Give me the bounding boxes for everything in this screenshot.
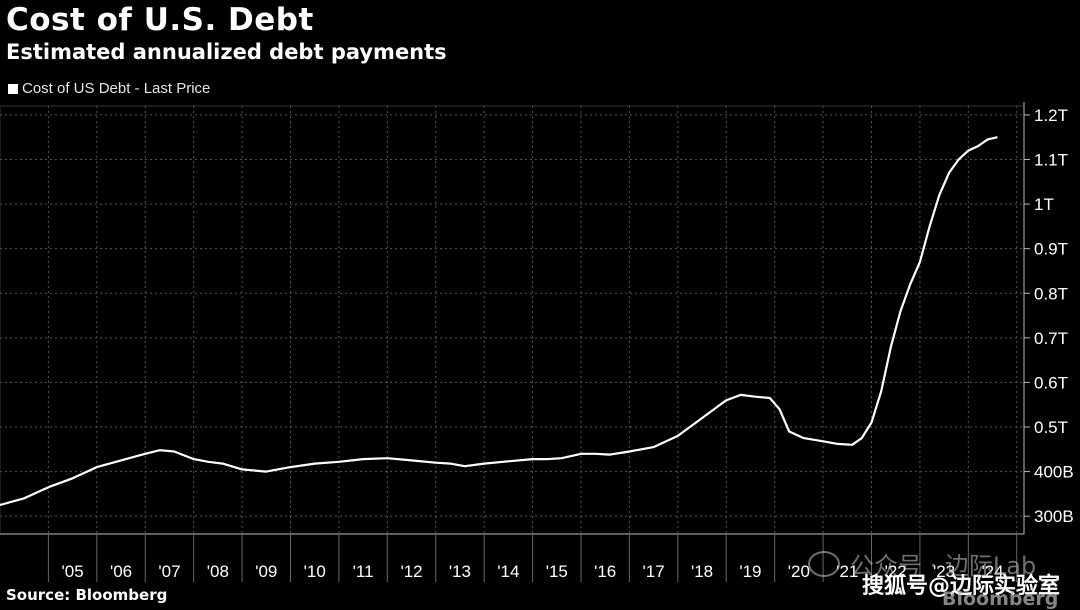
y-tick-label: 0.8T xyxy=(1034,284,1068,303)
x-tick-label: '15 xyxy=(546,562,568,581)
y-tick-label: 400B xyxy=(1034,463,1074,482)
source-note: Source: Bloomberg xyxy=(6,586,168,604)
y-tick-label: 0.5T xyxy=(1034,418,1068,437)
y-tick-label: 0.6T xyxy=(1034,373,1068,392)
x-tick-label: '09 xyxy=(255,562,277,581)
x-tick-label: '19 xyxy=(739,562,761,581)
watermark-overlay: 搜狐号@边际实验室 xyxy=(862,574,1061,599)
x-tick-label: '07 xyxy=(158,562,180,581)
y-tick-label: 1.1T xyxy=(1034,151,1068,170)
wechat-icon xyxy=(808,550,840,577)
x-tick-label: '12 xyxy=(400,562,422,581)
x-tick-label: '24 xyxy=(981,562,1003,581)
chart-subtitle: Estimated annualized debt payments xyxy=(6,40,447,64)
x-tick-label: '23 xyxy=(933,562,955,581)
x-tick-label: '13 xyxy=(449,562,471,581)
y-tick-label: 0.9T xyxy=(1034,240,1068,259)
series-line xyxy=(0,136,998,507)
brand-mark: Bloomberg xyxy=(942,588,1059,610)
y-tick-label: 300B xyxy=(1034,507,1074,526)
x-tick-label: '16 xyxy=(594,562,616,581)
x-tick-label: '08 xyxy=(207,562,229,581)
y-tick-label: 0.7T xyxy=(1034,329,1068,348)
x-tick-label: '18 xyxy=(691,562,713,581)
x-tick-label: '21 xyxy=(836,562,858,581)
legend-swatch xyxy=(8,83,18,94)
legend-label: Cost of US Debt - Last Price xyxy=(22,80,211,97)
y-tick-label: 1.2T xyxy=(1034,106,1068,125)
plot-frame xyxy=(0,105,1025,535)
x-tick-label: '20 xyxy=(788,562,810,581)
x-tick-label: '05 xyxy=(62,562,84,581)
x-tick-label: '22 xyxy=(885,562,907,581)
x-tick-label: '06 xyxy=(110,562,132,581)
watermark-text: 公众号 · 边际Lab xyxy=(850,552,1037,580)
x-tick-label: '10 xyxy=(304,562,326,581)
y-tick-label: 1T xyxy=(1034,195,1054,214)
x-tick-label: '14 xyxy=(497,562,519,581)
x-tick-label: '11 xyxy=(353,562,374,581)
chart-legend: Cost of US Debt - Last Price xyxy=(8,80,210,97)
watermark: 公众号 · 边际Lab xyxy=(808,546,1036,581)
x-tick-label: '17 xyxy=(643,562,665,581)
chart-title: Cost of U.S. Debt xyxy=(6,2,314,38)
